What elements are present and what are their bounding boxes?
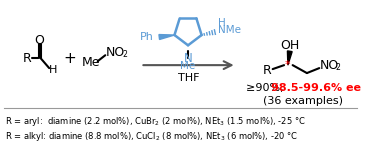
- Text: (36 examples): (36 examples): [263, 96, 343, 106]
- Text: NMe: NMe: [218, 25, 241, 35]
- Text: OH: OH: [280, 39, 299, 52]
- Polygon shape: [159, 35, 175, 40]
- Text: R: R: [263, 64, 271, 77]
- Text: NO: NO: [105, 46, 124, 59]
- Text: Me: Me: [180, 61, 196, 71]
- Text: Ph: Ph: [139, 32, 153, 42]
- Text: $_2$: $_2$: [122, 49, 129, 61]
- Text: +: +: [64, 51, 76, 66]
- Text: H: H: [49, 65, 57, 75]
- Text: $_2$: $_2$: [335, 62, 342, 74]
- Text: R: R: [23, 52, 32, 65]
- Text: THF: THF: [178, 73, 199, 83]
- Text: R = aryl:  diamine (2.2 mol%), CuBr$_2$ (2 mol%), NEt$_3$ (1.5 mol%), -25 °C: R = aryl: diamine (2.2 mol%), CuBr$_2$ (…: [5, 115, 306, 128]
- Text: *: *: [285, 60, 291, 70]
- Text: O: O: [35, 34, 45, 47]
- Text: R = alkyl: diamine (8.8 mol%), CuCl$_2$ (8 mol%), NEt$_3$ (6 mol%), -20 °C: R = alkyl: diamine (8.8 mol%), CuCl$_2$ …: [5, 130, 299, 143]
- Text: NO: NO: [319, 59, 339, 72]
- Text: 98.5-99.6% ee: 98.5-99.6% ee: [271, 83, 361, 93]
- Text: H: H: [218, 18, 226, 28]
- Text: N: N: [184, 52, 192, 65]
- Polygon shape: [287, 51, 292, 65]
- Text: Me: Me: [82, 56, 100, 69]
- Text: ≥90%,: ≥90%,: [246, 83, 287, 93]
